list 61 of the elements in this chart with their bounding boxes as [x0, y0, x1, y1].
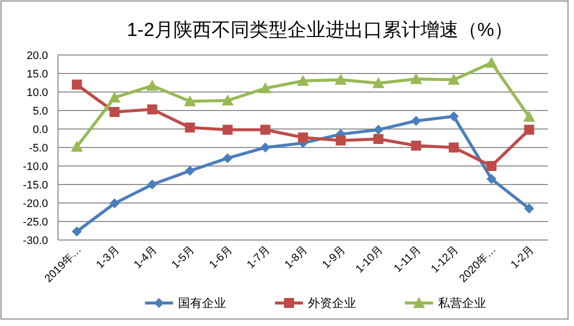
point: [70, 140, 83, 152]
point: [336, 135, 346, 146]
point: [147, 104, 158, 114]
y-tick-label: -15.0: [22, 180, 48, 192]
y-tick-label: 10.0: [26, 87, 48, 99]
x-tick-label: 1-8月: [282, 244, 310, 272]
point: [448, 74, 460, 85]
point: [486, 161, 496, 171]
legend-label: 国有企业: [178, 296, 226, 310]
x-tick-label: 1-11月: [392, 244, 424, 275]
x-tick-label: 1-3月: [94, 244, 122, 272]
point: [260, 124, 270, 135]
point: [448, 111, 459, 122]
point: [222, 94, 234, 106]
point: [373, 134, 384, 144]
point: [110, 198, 120, 208]
point: [108, 92, 121, 103]
point: [72, 226, 82, 236]
point: [184, 122, 195, 133]
point: [485, 56, 498, 68]
point: [260, 142, 270, 152]
y-tick-label: 15.0: [26, 68, 48, 80]
point: [110, 106, 120, 117]
y-tick-label: 20.0: [26, 50, 48, 62]
x-tick-label: 1-9月: [320, 244, 348, 272]
y-tick-label: 0.0: [32, 124, 48, 136]
y-tick-label: 5.0: [32, 106, 48, 118]
legend-label: 外资企业: [308, 296, 356, 310]
point: [372, 77, 384, 88]
x-tick-label: 1-7月: [244, 244, 272, 272]
legend-label: 私营企业: [438, 296, 486, 310]
point: [411, 140, 422, 151]
y-tick-label: -10.0: [22, 161, 48, 173]
y-tick-label: -30.0: [22, 235, 48, 247]
point: [259, 82, 272, 94]
point: [222, 153, 233, 164]
point: [334, 74, 347, 85]
chart-title: 1-2月陕西不同类型企业进出口累计增速（%）: [126, 20, 514, 41]
point: [297, 74, 309, 86]
x-tick-label: 1-2月: [508, 244, 536, 272]
point: [410, 73, 422, 84]
point: [184, 95, 196, 106]
point: [222, 124, 233, 135]
point: [184, 166, 195, 176]
y-tick-label: -25.0: [22, 216, 48, 228]
point: [524, 204, 534, 214]
point: [373, 124, 384, 135]
x-tick-label: 1-4月: [132, 244, 160, 272]
point: [298, 132, 308, 143]
x-tick-label: 1-5月: [170, 244, 198, 272]
point: [411, 116, 422, 126]
point: [146, 80, 158, 91]
point: [448, 142, 459, 152]
point: [72, 80, 82, 90]
y-tick-label: -5.0: [29, 142, 48, 154]
y-tick-label: -20.0: [22, 198, 48, 210]
point: [147, 180, 158, 190]
point: [486, 174, 496, 184]
point: [524, 124, 534, 135]
x-tick-label: 1-6月: [207, 244, 235, 272]
point: [523, 110, 536, 122]
